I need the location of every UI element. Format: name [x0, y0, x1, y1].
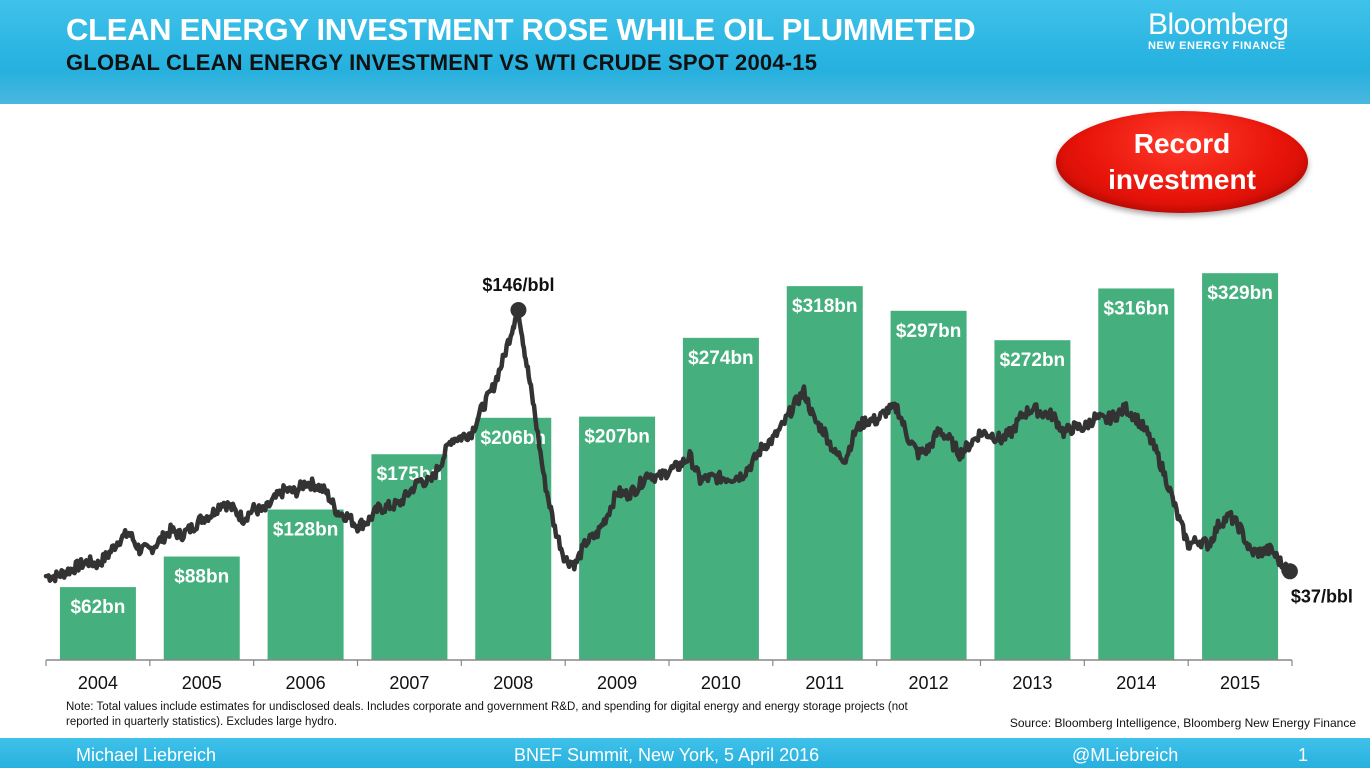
bar-2006 — [267, 509, 344, 660]
bar-2012 — [890, 310, 967, 660]
bar-label-2012: $297bn — [896, 321, 961, 342]
bar-label-2009: $207bn — [584, 427, 649, 448]
x-tick-label-2012: 2012 — [909, 673, 949, 693]
bar-label-2006: $128bn — [273, 520, 338, 541]
footer-handle: @MLiebreich — [1072, 745, 1179, 765]
chart-note: Note: Total values include estimates for… — [66, 701, 908, 728]
bar-label-2008: $206bn — [481, 428, 546, 449]
investment-oil-chart: 2004 2005 2006 2007 2008 2009 2010 2011 2012 2013… — [43, 273, 1353, 693]
chart-source: Source: Bloomberg Intelligence, Bloomber… — [1009, 716, 1356, 730]
x-tick-label-2014: 2014 — [1116, 673, 1156, 693]
header-shine — [0, 70, 1370, 104]
brand-sub: NEW ENERGY FINANCE — [1148, 40, 1286, 52]
bar-label-2010: $274bn — [688, 348, 753, 369]
x-tick-label-2007: 2007 — [389, 673, 429, 693]
record-investment-badge: Record investment — [1056, 111, 1308, 213]
oil-peak-marker — [510, 302, 527, 318]
bar-2004 — [59, 587, 136, 660]
bar-2011 — [786, 286, 863, 660]
x-tick-label-2013: 2013 — [1012, 673, 1052, 693]
oil-end-label: $37/bbl — [1291, 586, 1353, 606]
bar-label-2015: $329bn — [1207, 283, 1272, 304]
page-subtitle: GLOBAL CLEAN ENERGY INVESTMENT VS WTI CR… — [66, 50, 818, 75]
x-tick-label-2008: 2008 — [493, 673, 533, 693]
footer-event: BNEF Summit, New York, 5 April 2016 — [514, 745, 820, 765]
x-tick-label-2006: 2006 — [286, 673, 326, 693]
bar-2008 — [475, 417, 552, 660]
bar-2005 — [163, 556, 240, 660]
bar-label-2005: $88bn — [174, 567, 229, 588]
badge-text: Record investment — [1108, 128, 1256, 195]
x-tick-label-2011: 2011 — [805, 673, 844, 693]
bar-2010 — [682, 337, 759, 660]
footer-page-number: 1 — [1298, 745, 1309, 765]
oil-price-line — [43, 306, 1293, 584]
page-title: CLEAN ENERGY INVESTMENT ROSE WHILE OIL P… — [66, 12, 976, 47]
brand-name: Bloomberg — [1148, 8, 1289, 41]
x-tick-label-2004: 2004 — [78, 673, 118, 693]
x-tick-label-2010: 2010 — [701, 673, 741, 693]
bar-2013 — [994, 340, 1071, 660]
x-tick-label-2015: 2015 — [1220, 673, 1260, 693]
bar-label-2014: $316bn — [1104, 298, 1169, 319]
footer-bar: Michael Liebreich BNEF Summit, New York,… — [0, 738, 1370, 768]
oil-end-marker — [1281, 563, 1298, 580]
header-banner: CLEAN ENERGY INVESTMENT ROSE WHILE OIL P… — [0, 0, 1370, 104]
footer-author: Michael Liebreich — [76, 745, 217, 765]
bar-label-2013: $272bn — [1000, 350, 1065, 371]
x-tick-label-2009: 2009 — [597, 673, 637, 693]
brand-logo: Bloomberg NEW ENERGY FINANCE — [1148, 8, 1289, 53]
bar-2015 — [1202, 273, 1279, 660]
oil-peak-label: $146/bbl — [482, 275, 554, 295]
x-tick-label-2005: 2005 — [182, 673, 222, 693]
bar-label-2011: $318bn — [792, 296, 857, 317]
bar-label-2004: $62bn — [70, 597, 125, 618]
